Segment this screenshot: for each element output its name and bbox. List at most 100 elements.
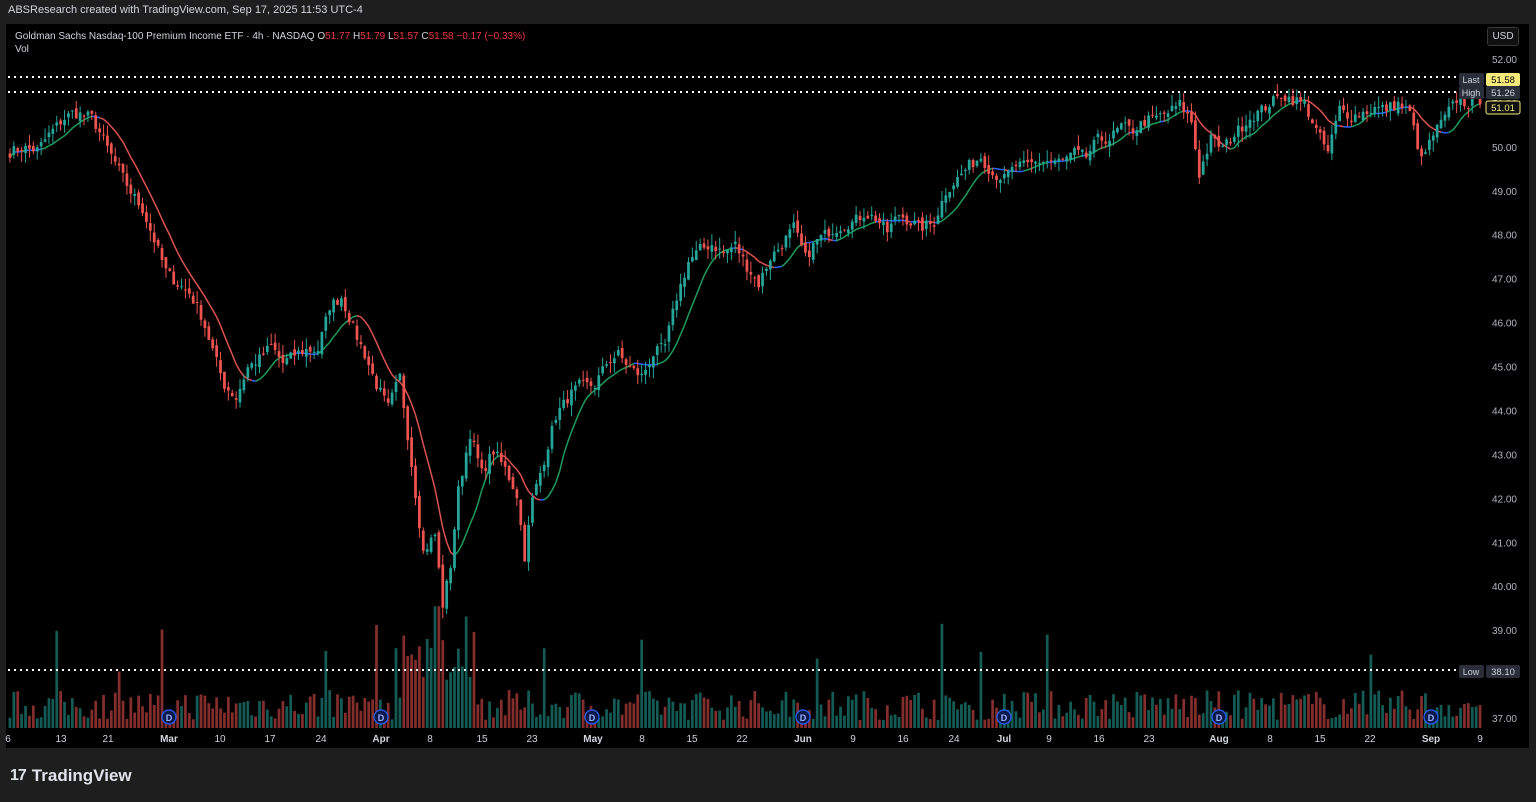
legend-close-value: 51.58	[428, 31, 454, 42]
volume-bar	[819, 704, 823, 728]
moving-average-segment	[566, 431, 573, 443]
volume-bar	[460, 666, 464, 728]
volume-bar	[507, 690, 511, 728]
candle-body	[839, 231, 842, 234]
moving-average-segment	[122, 141, 128, 150]
volume-bar	[1392, 708, 1396, 728]
legend-change-value: −0.17 (−0.33%)	[456, 31, 526, 42]
volume-bar	[987, 718, 991, 728]
moving-average-segment	[477, 489, 483, 505]
volume-bar	[328, 690, 332, 728]
moving-average-segment	[1339, 125, 1344, 128]
candle-body	[538, 472, 542, 486]
currency-button[interactable]: USD	[1487, 27, 1519, 46]
candle-body	[1100, 136, 1104, 141]
moving-average-segment	[1039, 162, 1044, 166]
candle-body	[999, 180, 1002, 183]
moving-average-segment	[758, 260, 763, 264]
volume-bar	[1174, 694, 1178, 728]
moving-average-segment	[691, 295, 697, 306]
candle-body	[831, 233, 835, 235]
legend-symbol[interactable]: Goldman Sachs Nasdaq-100 Premium Income …	[15, 31, 315, 42]
candle-body	[1147, 115, 1150, 128]
candle-body	[418, 495, 421, 529]
moving-average-segment	[141, 178, 148, 188]
candle-body	[897, 214, 901, 216]
candle-body	[566, 399, 569, 404]
moving-average-segment	[1257, 125, 1263, 131]
candle-body	[410, 437, 413, 467]
volume-bar	[1201, 713, 1205, 728]
candle-body	[141, 203, 144, 214]
candle-body	[1443, 114, 1447, 121]
volume-bar	[726, 707, 729, 728]
marker-value-box	[1485, 100, 1521, 115]
moving-average-segment	[570, 421, 577, 433]
volume-bar	[862, 691, 866, 728]
moving-average-segment	[562, 442, 569, 455]
volume-bar	[55, 630, 59, 728]
volume-bar	[1240, 718, 1244, 728]
tradingview-logo[interactable]: 17 TradingView	[10, 766, 132, 786]
dividend-icon	[795, 709, 811, 725]
volume-bar	[226, 696, 230, 728]
candle-body	[1151, 115, 1154, 117]
candle-body	[1209, 134, 1213, 153]
candle-body	[199, 305, 203, 320]
moving-average-segment	[547, 489, 553, 498]
moving-average-segment	[1413, 108, 1419, 114]
moving-average-segment	[863, 224, 869, 228]
price-axis-tick-label: 52.00	[1492, 55, 1517, 66]
moving-average-segment	[1311, 103, 1317, 108]
legend-volume-label[interactable]: Vol	[15, 44, 29, 55]
candle-body	[316, 351, 320, 354]
volume-bar	[1408, 709, 1412, 728]
moving-average-segment	[1440, 131, 1446, 134]
chart-panel[interactable]	[6, 24, 1529, 748]
volume-bar	[1205, 690, 1209, 728]
candle-body	[527, 524, 530, 562]
volume-bar	[457, 648, 460, 728]
volume-bar	[269, 716, 273, 728]
volume-bar	[1041, 709, 1045, 728]
time-axis-label: 21	[102, 734, 114, 745]
candle-body	[1080, 149, 1084, 152]
moving-average-segment	[379, 351, 385, 361]
volume-bar	[31, 705, 35, 728]
volume-bar	[1474, 706, 1478, 728]
moving-average-segment	[176, 252, 183, 261]
candle-body	[780, 248, 784, 250]
candle-body	[948, 192, 952, 198]
moving-average-segment	[1027, 167, 1032, 171]
volume-bar	[1158, 698, 1162, 728]
candle-body	[1190, 110, 1193, 123]
price-axis-tick-label: 43.00	[1492, 450, 1517, 461]
candle-body	[125, 173, 129, 186]
volume-bar	[1108, 718, 1111, 728]
moving-average-segment	[1156, 121, 1161, 124]
candle-body	[1311, 119, 1314, 124]
moving-average-segment	[871, 221, 876, 224]
volume-bar	[285, 706, 289, 728]
candle-body	[753, 277, 757, 279]
candle-body	[269, 344, 273, 346]
moving-average-segment	[590, 389, 596, 395]
price-axis-tick-label: 42.00	[1492, 494, 1517, 505]
moving-average-segment	[1230, 147, 1235, 150]
volume-bar	[694, 694, 698, 728]
volume-bar	[1057, 704, 1061, 728]
volume-bar	[858, 719, 862, 728]
price-axis-tick-label: 41.00	[1492, 538, 1517, 549]
candle-body	[1236, 125, 1240, 137]
moving-average-segment	[1417, 112, 1423, 119]
volume-bar	[137, 695, 140, 728]
candle-body	[667, 325, 671, 342]
volume-bar	[659, 714, 663, 728]
volume-bar	[78, 708, 82, 728]
candle-body	[1221, 145, 1225, 147]
moving-average-segment	[1366, 114, 1372, 118]
moving-average-segment	[149, 194, 155, 203]
candle-body	[1334, 120, 1338, 134]
candle-body	[675, 300, 679, 311]
